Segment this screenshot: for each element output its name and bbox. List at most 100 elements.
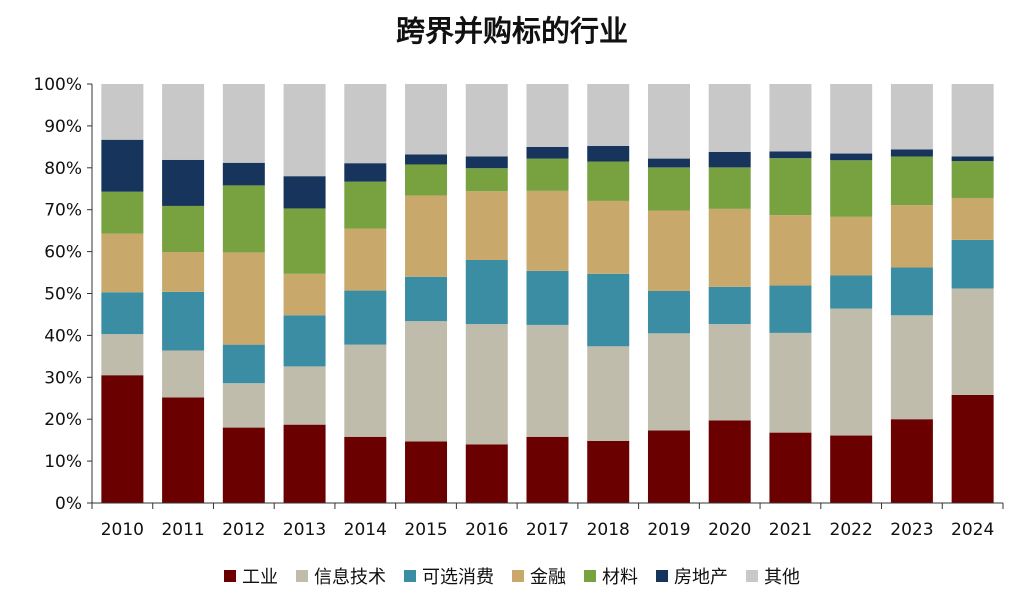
bar-segment <box>222 383 265 428</box>
legend-item: 可选消费 <box>404 563 494 589</box>
x-tick-label: 2021 <box>769 520 812 540</box>
bar-segment <box>830 153 873 161</box>
bar-segment <box>162 397 205 503</box>
bar-segment <box>465 444 508 503</box>
bar-segment <box>951 394 994 503</box>
bar-stack-2015 <box>405 84 448 503</box>
y-tick-label: 60% <box>44 243 82 263</box>
y-tick-label: 20% <box>44 410 82 430</box>
bar-segment <box>222 252 265 345</box>
bar-segment <box>708 208 751 287</box>
bar-segment <box>830 160 873 217</box>
bar-segment <box>526 324 569 437</box>
x-tick-label: 2011 <box>161 520 204 540</box>
bar-segment <box>162 350 205 398</box>
bar-stack-2020 <box>708 84 751 503</box>
bar-segment <box>344 290 387 345</box>
legend: 工业 信息技术 可选消费 金融 材料 房地产 其他 <box>0 563 1024 589</box>
x-tick-label: 2022 <box>830 520 873 540</box>
bar-segment <box>647 167 690 211</box>
bar-segment <box>344 436 387 503</box>
bar-segment <box>830 435 873 503</box>
bar-segment <box>769 151 812 159</box>
x-tick-label: 2012 <box>222 520 265 540</box>
bar-stack-2019 <box>647 84 690 503</box>
bar-segment <box>101 334 144 376</box>
bar-segment <box>465 259 508 325</box>
bar-segment <box>708 151 751 168</box>
bar-segment <box>647 158 690 168</box>
bar-segment <box>101 292 144 335</box>
bar-segment <box>405 84 448 155</box>
bar-segment <box>587 200 630 274</box>
bar-segment <box>101 375 144 503</box>
bar-segment <box>830 216 873 276</box>
legend-swatch <box>656 570 668 582</box>
bar-segment <box>769 84 812 152</box>
bar-segment <box>283 176 326 209</box>
bar-segment <box>951 156 994 162</box>
bar-segment <box>526 146 569 159</box>
bar-segment <box>283 366 326 425</box>
y-tick-label: 50% <box>44 285 82 305</box>
legend-label: 房地产 <box>674 567 728 588</box>
x-tick-label: 2016 <box>465 520 508 540</box>
bar-stack-2017 <box>526 84 569 503</box>
bar-segment <box>890 84 933 150</box>
legend-item: 其他 <box>746 563 800 589</box>
legend-label: 材料 <box>602 567 638 588</box>
bar-segment <box>222 427 265 503</box>
bar-segment <box>465 168 508 192</box>
bar-segment <box>951 161 994 198</box>
bar-segment <box>465 84 508 157</box>
legend-label: 工业 <box>242 567 278 588</box>
bar-segment <box>162 159 205 206</box>
x-tick-label: 2014 <box>344 520 387 540</box>
bar-segment <box>830 275 873 309</box>
bar-segment <box>405 154 448 165</box>
bar-segment <box>769 215 812 286</box>
chart-title: 跨界并购标的行业 <box>395 14 628 48</box>
bar-stack-2024 <box>951 84 994 503</box>
y-tick-label: 40% <box>44 326 82 346</box>
bar-segment <box>162 291 205 351</box>
bar-stack-2012 <box>222 84 265 503</box>
bar-segment <box>890 315 933 420</box>
bar-segment <box>162 84 205 160</box>
x-tick-label: 2019 <box>647 520 690 540</box>
legend-swatch <box>584 570 596 582</box>
bar-stack-2021 <box>769 84 812 503</box>
bar-segment <box>526 84 569 147</box>
bar-segment <box>101 139 144 192</box>
bar-segment <box>526 190 569 271</box>
x-tick-label: 2017 <box>526 520 569 540</box>
bars-layer <box>101 84 994 503</box>
y-tick-label: 80% <box>44 159 82 179</box>
legend-swatch <box>512 570 524 582</box>
bar-segment <box>526 270 569 325</box>
bar-segment <box>769 158 812 216</box>
bar-segment <box>890 205 933 268</box>
legend-swatch <box>404 570 416 582</box>
bar-segment <box>526 436 569 503</box>
bar-segment <box>587 146 630 162</box>
legend-swatch <box>296 570 308 582</box>
bar-segment <box>708 167 751 209</box>
bar-segment <box>162 205 205 253</box>
bar-segment <box>283 424 326 503</box>
bar-segment <box>647 290 690 334</box>
y-tick-label: 90% <box>44 117 82 137</box>
bar-segment <box>708 84 751 152</box>
legend-item: 金融 <box>512 563 566 589</box>
y-tick-label: 0% <box>55 494 82 514</box>
legend-label: 其他 <box>764 567 800 588</box>
bar-segment <box>587 273 630 347</box>
bar-stack-2023 <box>890 84 933 503</box>
y-tick-label: 10% <box>44 452 82 472</box>
bar-segment <box>708 420 751 503</box>
bar-segment <box>708 324 751 421</box>
bar-segment <box>647 430 690 503</box>
y-tick-label: 100% <box>33 75 82 95</box>
legend-item: 工业 <box>224 563 278 589</box>
